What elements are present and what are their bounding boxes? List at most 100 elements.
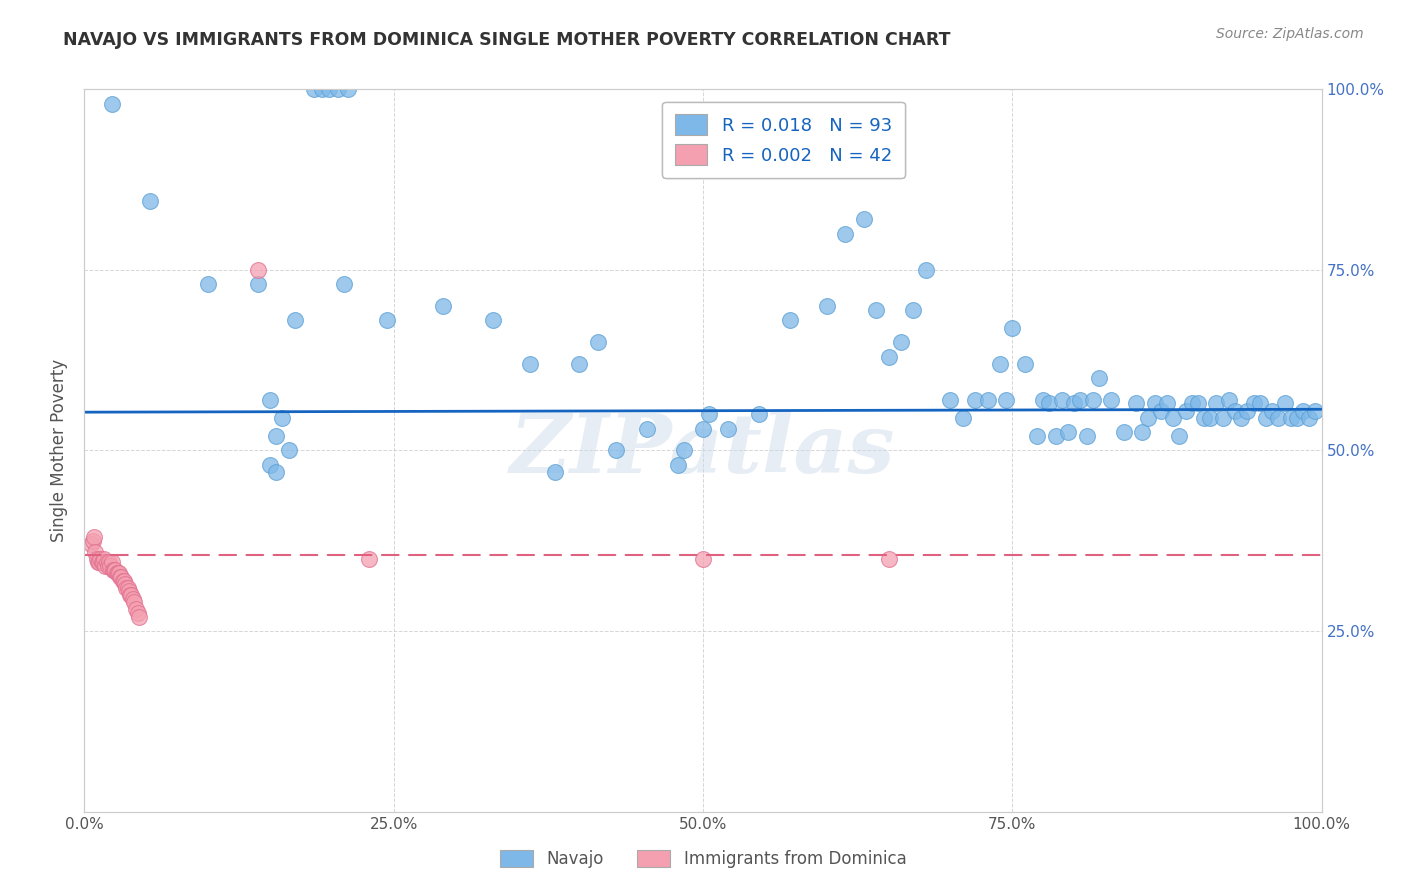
Point [1161, 411, 1184, 425]
Point [94, 559, 117, 574]
Point [1261, 403, 1284, 417]
Point [84, 544, 107, 558]
Point [748, 407, 770, 421]
Text: NAVAJO VS IMMIGRANTS FROM DOMINICA SINGLE MOTHER POVERTY CORRELATION CHART: NAVAJO VS IMMIGRANTS FROM DOMINICA SINGL… [63, 31, 950, 49]
Point [914, 262, 936, 277]
Point [120, 588, 142, 602]
Point [271, 411, 294, 425]
Point [377, 313, 399, 327]
Point [995, 392, 1018, 407]
Point [939, 392, 962, 407]
Point [318, 82, 340, 96]
Point [1076, 429, 1098, 443]
Point [96, 556, 118, 570]
Point [82, 533, 104, 548]
Point [1168, 429, 1191, 443]
Point [1001, 320, 1024, 334]
Point [121, 591, 143, 606]
Point [1050, 392, 1073, 407]
Point [87, 556, 110, 570]
Point [834, 227, 856, 241]
Point [1274, 396, 1296, 410]
Point [125, 602, 148, 616]
Text: Source: ZipAtlas.com: Source: ZipAtlas.com [1216, 27, 1364, 41]
Point [108, 566, 131, 581]
Point [114, 577, 136, 591]
Point [988, 357, 1011, 371]
Point [1243, 396, 1265, 410]
Point [1187, 396, 1209, 410]
Point [101, 563, 124, 577]
Point [1218, 392, 1240, 407]
Point [1181, 396, 1204, 410]
Point [543, 465, 565, 479]
Point [118, 584, 141, 599]
Legend: R = 0.018   N = 93, R = 0.002   N = 42: R = 0.018 N = 93, R = 0.002 N = 42 [662, 102, 904, 178]
Point [100, 96, 122, 111]
Point [692, 551, 714, 566]
Point [1298, 411, 1320, 425]
Point [877, 551, 900, 566]
Point [98, 559, 121, 574]
Point [852, 212, 875, 227]
Point [90, 556, 112, 570]
Point [111, 574, 134, 588]
Point [1205, 396, 1227, 410]
Point [115, 581, 138, 595]
Point [1026, 429, 1049, 443]
Y-axis label: Single Mother Poverty: Single Mother Poverty [51, 359, 69, 542]
Point [333, 277, 356, 292]
Point [246, 262, 269, 277]
Point [692, 422, 714, 436]
Point [91, 556, 114, 570]
Point [100, 556, 122, 570]
Point [673, 443, 696, 458]
Point [1305, 403, 1327, 417]
Point [110, 570, 132, 584]
Legend: Navajo, Immigrants from Dominica: Navajo, Immigrants from Dominica [494, 843, 912, 875]
Point [311, 82, 333, 96]
Point [877, 350, 900, 364]
Point [697, 407, 720, 421]
Point [259, 458, 281, 472]
Point [1045, 429, 1067, 443]
Point [139, 194, 162, 209]
Point [120, 588, 142, 602]
Point [1279, 411, 1302, 425]
Point [432, 299, 454, 313]
Point [259, 392, 281, 407]
Point [1057, 425, 1080, 440]
Point [105, 566, 128, 581]
Point [568, 357, 591, 371]
Point [519, 357, 541, 371]
Point [79, 537, 101, 551]
Point [264, 465, 287, 479]
Point [1137, 411, 1160, 425]
Point [605, 443, 627, 458]
Point [326, 82, 349, 96]
Point [93, 551, 115, 566]
Point [104, 563, 127, 577]
Point [1267, 411, 1289, 425]
Point [197, 277, 219, 292]
Point [264, 429, 287, 443]
Point [952, 411, 974, 425]
Point [1063, 396, 1085, 410]
Point [1099, 392, 1122, 407]
Point [636, 422, 658, 436]
Point [83, 530, 105, 544]
Point [1088, 371, 1111, 385]
Point [1174, 403, 1197, 417]
Point [89, 556, 111, 570]
Point [97, 559, 120, 574]
Point [98, 556, 121, 570]
Point [1254, 411, 1277, 425]
Point [586, 334, 609, 349]
Point [890, 334, 912, 349]
Point [1199, 411, 1222, 425]
Point [1249, 396, 1271, 410]
Point [110, 570, 132, 584]
Point [357, 551, 380, 566]
Point [336, 82, 359, 96]
Point [246, 277, 269, 292]
